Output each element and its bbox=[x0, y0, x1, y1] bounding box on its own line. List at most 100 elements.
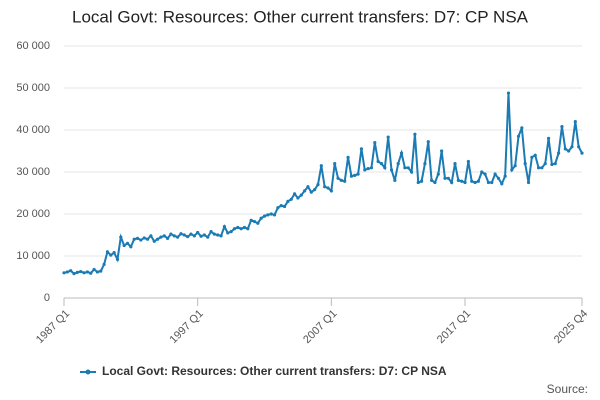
data-point bbox=[109, 253, 113, 257]
data-point bbox=[85, 270, 89, 274]
data-point bbox=[493, 172, 497, 176]
data-point bbox=[500, 182, 504, 186]
data-point bbox=[132, 237, 136, 241]
data-point bbox=[279, 204, 283, 208]
data-point bbox=[440, 149, 444, 153]
data-point bbox=[269, 212, 273, 216]
x-tick-label: 2007 Q1 bbox=[301, 308, 339, 346]
data-point bbox=[242, 225, 247, 230]
data-point bbox=[550, 162, 554, 167]
data-point bbox=[373, 141, 377, 145]
data-point bbox=[296, 196, 300, 200]
data-point bbox=[72, 272, 76, 276]
data-point bbox=[129, 245, 133, 249]
data-point bbox=[346, 155, 350, 159]
data-point bbox=[553, 162, 557, 166]
data-point bbox=[282, 204, 287, 209]
data-point bbox=[95, 270, 100, 274]
data-point bbox=[289, 197, 293, 201]
data-point bbox=[79, 269, 83, 274]
data-point bbox=[403, 166, 407, 170]
y-tick-label: 40 000 bbox=[16, 124, 50, 136]
data-point bbox=[567, 149, 571, 153]
data-point bbox=[306, 185, 310, 189]
data-point bbox=[323, 185, 327, 189]
data-point bbox=[526, 180, 531, 185]
data-point bbox=[463, 180, 467, 185]
data-point bbox=[496, 176, 501, 180]
data-point bbox=[276, 206, 280, 210]
data-point bbox=[256, 221, 260, 225]
y-tick-label: 10 000 bbox=[16, 250, 50, 262]
data-point bbox=[299, 193, 303, 197]
data-point bbox=[406, 166, 410, 170]
data-point bbox=[546, 136, 551, 140]
data-point bbox=[62, 271, 66, 275]
data-point bbox=[399, 151, 404, 155]
data-point bbox=[520, 126, 524, 130]
data-point bbox=[560, 125, 564, 129]
data-point bbox=[82, 271, 86, 275]
data-point bbox=[125, 241, 130, 245]
data-point bbox=[379, 162, 384, 166]
data-point bbox=[516, 134, 521, 138]
y-tick-label: 60 000 bbox=[16, 40, 50, 52]
data-point bbox=[426, 140, 430, 144]
data-point bbox=[169, 232, 173, 236]
data-point bbox=[376, 159, 380, 164]
data-point bbox=[186, 235, 190, 239]
data-point bbox=[470, 179, 474, 183]
data-point bbox=[580, 151, 584, 155]
data-point bbox=[443, 176, 447, 180]
data-point bbox=[483, 172, 487, 176]
series-line bbox=[63, 92, 583, 275]
x-tick-label: 1997 Q1 bbox=[168, 308, 206, 346]
data-point bbox=[122, 243, 126, 248]
data-point bbox=[396, 162, 400, 166]
data-point bbox=[102, 262, 106, 266]
data-point bbox=[166, 236, 170, 240]
data-point bbox=[386, 135, 390, 139]
data-point bbox=[75, 270, 79, 274]
data-point bbox=[413, 132, 417, 136]
data-point bbox=[139, 238, 143, 242]
data-point bbox=[236, 225, 240, 230]
data-point bbox=[486, 180, 491, 185]
data-point bbox=[286, 199, 290, 203]
data-point bbox=[453, 162, 457, 166]
data-point bbox=[313, 188, 317, 192]
data-point bbox=[99, 269, 103, 273]
data-point bbox=[436, 172, 440, 176]
data-point bbox=[196, 230, 200, 235]
data-point bbox=[239, 227, 243, 231]
data-point bbox=[249, 218, 253, 222]
data-point bbox=[179, 232, 183, 236]
data-point bbox=[246, 227, 250, 231]
data-point bbox=[383, 166, 387, 170]
data-point bbox=[533, 153, 537, 157]
data-point bbox=[466, 159, 470, 164]
data-point bbox=[506, 91, 511, 95]
data-point bbox=[456, 178, 460, 182]
data-point bbox=[272, 213, 277, 217]
data-point bbox=[319, 164, 323, 168]
data-point bbox=[105, 250, 110, 254]
data-point bbox=[212, 232, 216, 236]
data-point bbox=[145, 237, 150, 241]
data-point bbox=[209, 230, 213, 234]
data-point bbox=[292, 192, 297, 196]
data-point bbox=[336, 176, 340, 180]
y-tick-label: 50 000 bbox=[16, 82, 50, 94]
data-point bbox=[503, 174, 507, 178]
chart-title: Local Govt: Resources: Other current tra… bbox=[72, 7, 529, 26]
legend-label: Local Govt: Resources: Other current tra… bbox=[102, 364, 447, 378]
data-point bbox=[216, 233, 220, 237]
data-point bbox=[460, 179, 464, 183]
data-point bbox=[369, 166, 374, 170]
data-point bbox=[523, 162, 527, 166]
data-point bbox=[189, 232, 193, 236]
data-point bbox=[430, 178, 434, 182]
data-point bbox=[536, 166, 541, 170]
data-point bbox=[359, 147, 364, 151]
